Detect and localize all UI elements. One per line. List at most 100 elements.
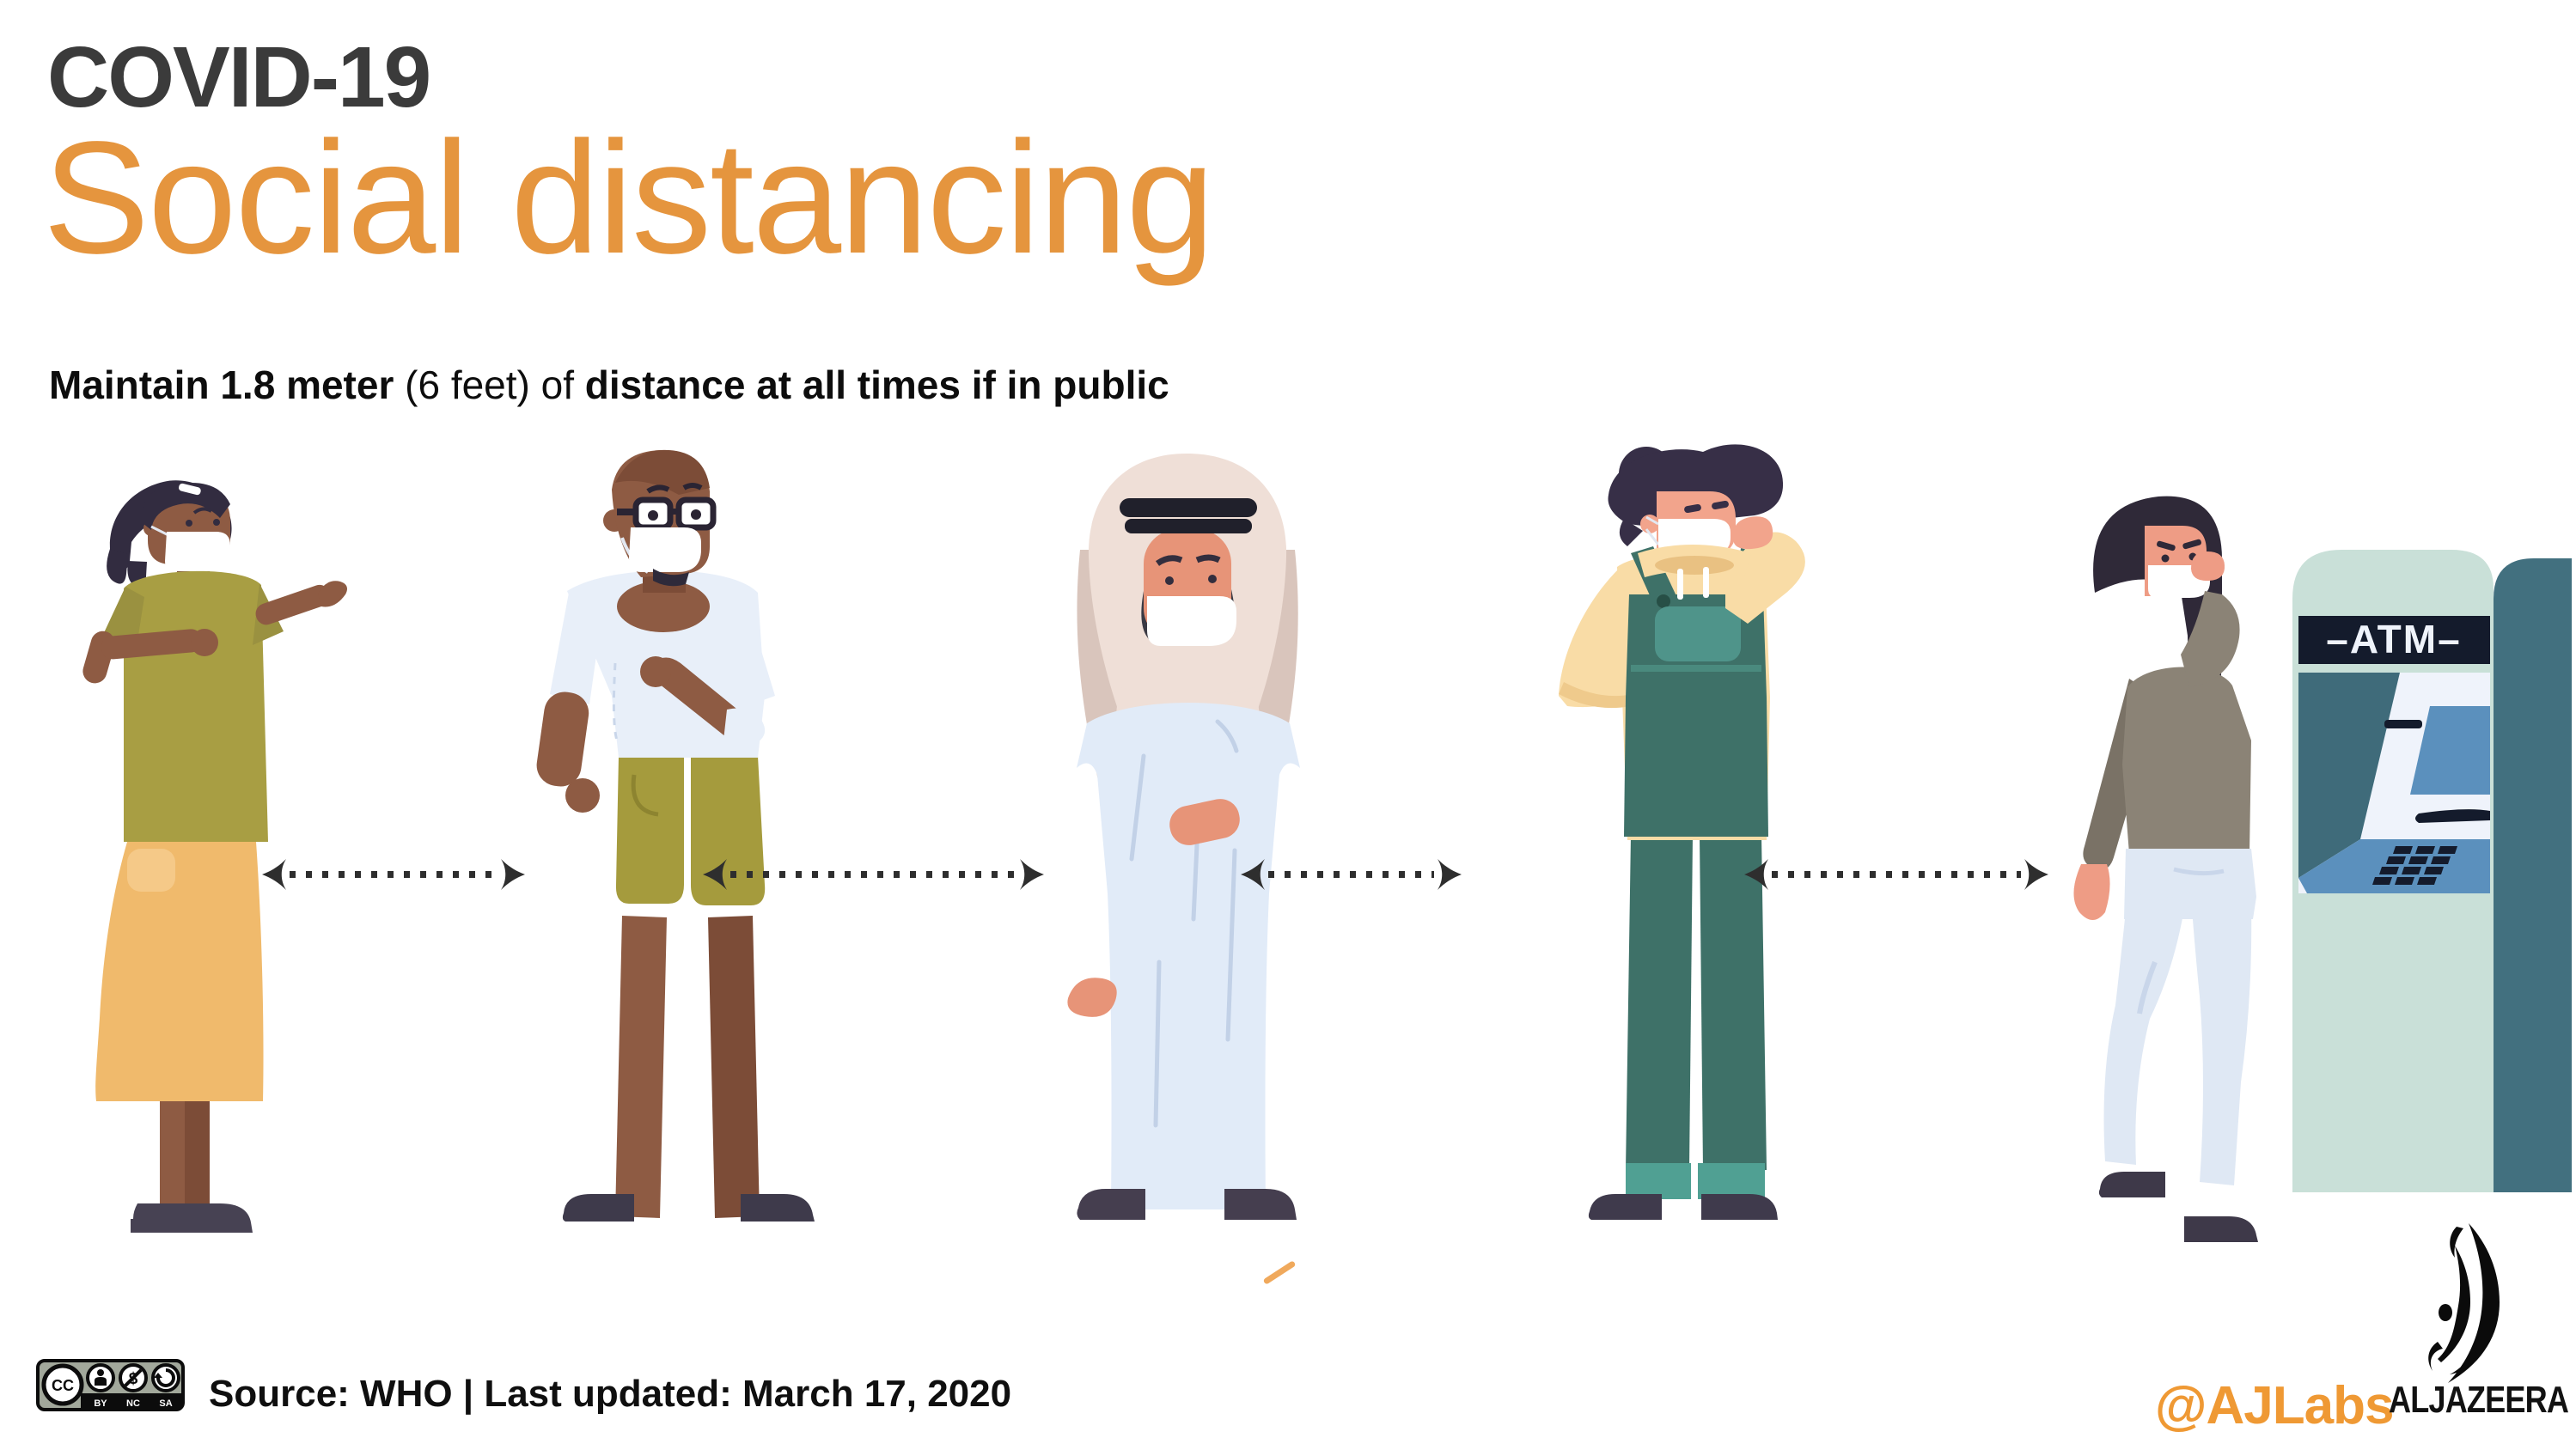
eyebrow <box>646 484 670 494</box>
bib-pocket <box>1655 606 1741 661</box>
screen-display <box>2410 706 2490 795</box>
shoe <box>1224 1189 1297 1220</box>
person-man-glasses-shorts <box>536 449 815 1222</box>
aljazeera-flame-logo <box>2428 1223 2500 1383</box>
hair-clip <box>179 483 201 496</box>
eyebrow <box>2182 539 2201 550</box>
person-man-keffiyeh-thobe <box>1067 454 1300 1220</box>
source-attribution: Source: WHO | Last updated: March 17, 20… <box>209 1373 1012 1415</box>
sa-icon <box>151 1363 180 1392</box>
legs <box>615 916 760 1218</box>
left-arm <box>536 691 600 813</box>
drawstring <box>1677 569 1683 600</box>
hand <box>2073 864 2110 920</box>
hair <box>1608 444 1784 527</box>
top <box>2122 667 2251 854</box>
eye <box>213 519 220 526</box>
eye <box>1712 500 1729 510</box>
eyebrow <box>192 507 213 515</box>
shoe <box>562 1194 634 1222</box>
receipt-slot <box>2415 809 2490 823</box>
ear <box>1640 515 1659 533</box>
agal-band <box>1125 519 1252 533</box>
card-slot <box>2384 720 2422 728</box>
subtitle-regular: (6 feet) of <box>405 362 585 407</box>
person-woman-olive-top <box>82 480 347 1233</box>
aljazeera-wordmark: ALJAZEERA <box>2389 1379 2569 1421</box>
atm-sign-text: –ATM– <box>2326 617 2461 661</box>
eye <box>1165 576 1174 585</box>
atm-screen-recess <box>2298 673 2490 893</box>
person-woman-jeans-atm <box>2073 496 2258 1242</box>
atm-side-panel <box>2494 558 2572 1192</box>
sleeve <box>723 708 766 746</box>
kicker-title: COVID-19 <box>47 29 431 125</box>
drawstring <box>1703 567 1709 598</box>
subtitle-bold-2: distance at all times if in public <box>584 362 1169 407</box>
cuff <box>1626 1163 1691 1199</box>
shoe <box>1701 1194 1778 1220</box>
keypad <box>2372 846 2457 885</box>
skirt <box>95 842 264 1101</box>
seam <box>612 662 619 741</box>
decorative-orange-tick <box>1262 1260 1297 1285</box>
shoe <box>2098 1172 2165 1197</box>
glasses <box>617 497 717 531</box>
eye <box>1208 575 1217 583</box>
nc-label: NC <box>126 1398 140 1409</box>
raised-sleeve <box>2181 591 2240 687</box>
hand-chest <box>1169 799 1240 845</box>
sa-label: SA <box>159 1398 172 1409</box>
recess-shadow <box>2298 673 2400 878</box>
eyebrow <box>1155 555 1183 566</box>
pocket-line <box>631 774 659 817</box>
svg-text:CC: CC <box>52 1377 74 1394</box>
raised-hand <box>1733 516 1773 550</box>
shoe <box>1588 1194 1662 1220</box>
cc-by-nc-sa-badge: CC $ BY NC SA <box>36 1359 185 1411</box>
shoe <box>741 1194 815 1222</box>
head-shading <box>615 449 710 495</box>
chin-beard <box>653 569 689 587</box>
by-icon <box>86 1363 115 1392</box>
person-overalls-hoodie <box>1559 444 1805 1220</box>
face-mask <box>1147 596 1236 646</box>
cuff <box>1698 1163 1765 1199</box>
shorts <box>615 756 766 905</box>
eyebrow <box>2157 540 2176 551</box>
eyebrow <box>1195 554 1221 564</box>
chest <box>617 581 710 632</box>
eye <box>186 520 192 527</box>
page-title: Social distancing <box>43 109 1215 287</box>
raised-hand <box>2191 551 2225 582</box>
subtitle-bold-1: Maintain 1.8 meter <box>49 362 406 407</box>
face-mask <box>165 532 230 571</box>
eye <box>2161 554 2170 563</box>
subtitle: Maintain 1.8 meter (6 feet) of distance … <box>49 361 1169 411</box>
nc-icon: $ <box>119 1363 148 1392</box>
shoe <box>2184 1216 2258 1242</box>
hand-hip <box>1067 978 1117 1017</box>
shoe <box>1077 1189 1145 1220</box>
jeans <box>2103 849 2256 1185</box>
hoodie-cape-sleeve <box>1559 569 1638 708</box>
atm-machine: –ATM– <box>2292 550 2572 1192</box>
right-arm-on-chest <box>640 656 766 746</box>
skirt-pocket <box>127 849 175 892</box>
mask-strap <box>1645 515 1660 545</box>
olive-top <box>124 570 268 842</box>
agal-band <box>1120 498 1257 517</box>
overalls-legs <box>1626 835 1767 1199</box>
eyebrow <box>682 483 703 490</box>
strap-button <box>1657 594 1670 608</box>
eye <box>1684 503 1701 514</box>
by-label: BY <box>94 1398 107 1409</box>
pocket-line <box>2173 867 2225 876</box>
face-mask <box>629 527 701 572</box>
overalls-top <box>1624 546 1768 837</box>
thobe <box>1077 703 1300 1209</box>
cc-icon <box>41 1363 84 1406</box>
arms <box>82 581 347 684</box>
shoe <box>133 1203 253 1233</box>
